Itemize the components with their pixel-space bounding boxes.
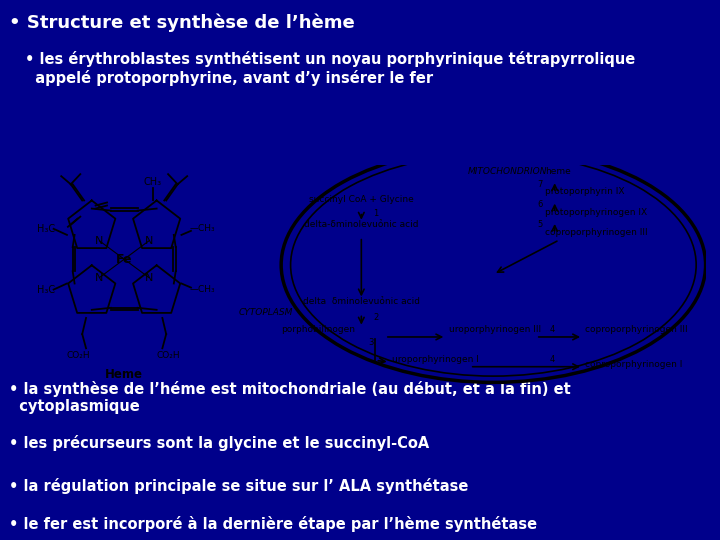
Text: CO₂H: CO₂H — [156, 351, 180, 360]
Text: N: N — [145, 236, 153, 246]
Text: uroporphyrinogen III: uroporphyrinogen III — [449, 325, 541, 334]
Text: uroporphyrinogen I: uroporphyrinogen I — [392, 355, 479, 364]
Text: H₃C: H₃C — [37, 285, 55, 295]
Text: 6: 6 — [538, 200, 543, 209]
Text: 3: 3 — [369, 338, 374, 347]
Text: H₃C: H₃C — [37, 224, 55, 234]
Text: Fe: Fe — [116, 253, 132, 266]
Text: Heme: Heme — [105, 368, 143, 381]
Text: N: N — [95, 273, 104, 282]
Text: 2: 2 — [373, 313, 379, 322]
Text: 5: 5 — [538, 220, 543, 230]
Text: 4: 4 — [550, 355, 555, 364]
Text: N: N — [145, 273, 153, 282]
Text: CO₂H: CO₂H — [66, 351, 90, 360]
Text: 4: 4 — [550, 325, 555, 334]
Text: protoporphyrinogen IX: protoporphyrinogen IX — [545, 208, 647, 217]
Text: porphobilinogen: porphobilinogen — [282, 325, 355, 334]
Text: —CH₃: —CH₃ — [189, 285, 215, 294]
Text: • Structure et synthèse de l’hème: • Structure et synthèse de l’hème — [9, 14, 354, 32]
Text: • le fer est incorporé à la dernière étape par l’hème synthétase: • le fer est incorporé à la dernière éta… — [9, 516, 537, 532]
Text: • la synthèse de l’héme est mitochondriale (au début, et à la fin) et
  cytoplas: • la synthèse de l’héme est mitochondria… — [9, 381, 570, 414]
Text: —CH₃: —CH₃ — [189, 224, 215, 233]
Text: heme: heme — [545, 167, 571, 176]
Text: 7: 7 — [538, 180, 543, 188]
Text: coproporphyrinogen I: coproporphyrinogen I — [585, 360, 683, 369]
Text: protoporphyrin IX: protoporphyrin IX — [545, 187, 625, 197]
Text: • les érythroblastes synthétisent un noyau porphyrinique tétrapyrrolique
  appel: • les érythroblastes synthétisent un noy… — [25, 51, 636, 86]
Text: MITOCHONDRION: MITOCHONDRION — [468, 167, 547, 176]
Text: coproporphyrinogen III: coproporphyrinogen III — [545, 228, 648, 237]
Text: succinyl CoA + Glycine: succinyl CoA + Glycine — [309, 195, 414, 204]
Text: CH₃: CH₃ — [144, 177, 162, 187]
Text: delta  δminolevuỏnic acid: delta δminolevuỏnic acid — [303, 297, 420, 306]
Text: 1: 1 — [373, 210, 379, 218]
Text: delta-δminolevuỏnic acid: delta-δminolevuỏnic acid — [304, 220, 418, 230]
Text: • les précurseurs sont la glycine et le succinyl-CoA: • les précurseurs sont la glycine et le … — [9, 435, 429, 451]
Text: N: N — [95, 236, 104, 246]
Text: coproporphyrinogen III: coproporphyrinogen III — [585, 325, 688, 334]
Text: CYTOPLASM: CYTOPLASM — [239, 308, 293, 317]
Text: • la régulation principale se situe sur l’ ALA synthétase: • la régulation principale se situe sur … — [9, 478, 468, 494]
